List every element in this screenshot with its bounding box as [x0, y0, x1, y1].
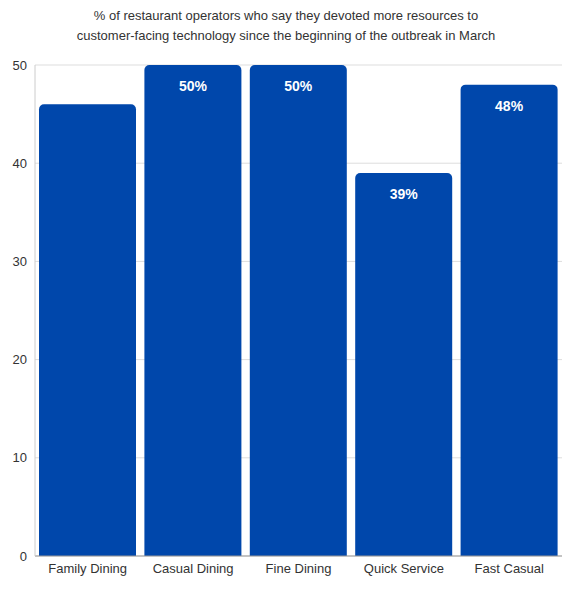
svg-text:Fine Dining: Fine Dining [266, 561, 332, 576]
svg-text:50%: 50% [179, 78, 208, 94]
svg-text:39%: 39% [390, 186, 419, 202]
svg-text:50%: 50% [284, 78, 313, 94]
svg-text:Casual Dining: Casual Dining [153, 561, 234, 576]
svg-text:20: 20 [13, 352, 27, 367]
svg-text:10: 10 [13, 450, 27, 465]
svg-text:Family Dining: Family Dining [48, 561, 127, 576]
svg-text:50: 50 [13, 58, 27, 73]
svg-text:0: 0 [20, 549, 27, 564]
svg-text:30: 30 [13, 254, 27, 269]
svg-text:Fast Casual: Fast Casual [475, 561, 544, 576]
html-text:% of restaurant operators who: % of restaurant operators who say they d… [76, 8, 496, 43]
svg-text:Quick Service: Quick Service [364, 561, 444, 576]
svg-text:40: 40 [13, 156, 27, 171]
svg-text:48%: 48% [495, 98, 524, 114]
